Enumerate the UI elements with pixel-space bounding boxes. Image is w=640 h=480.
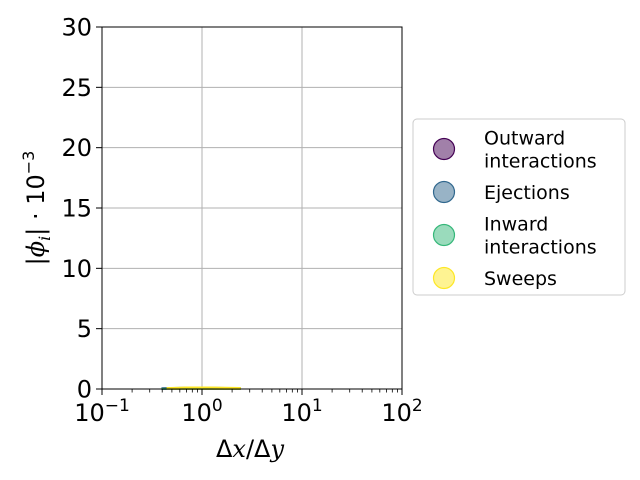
y-label-exponent: −3 — [19, 151, 38, 175]
x-label-y: y — [269, 435, 284, 463]
y-label-bar-left: | — [22, 257, 50, 265]
legend-label-line: interactions — [484, 151, 597, 173]
x-label-delta1: Δ — [216, 435, 233, 463]
x-tick-base: 10 — [281, 399, 312, 427]
y-tick-label: 15 — [61, 195, 92, 223]
legend-label-line: Inward — [484, 214, 548, 236]
legend-label-line: Outward — [484, 128, 565, 150]
y-tick-label: 30 — [61, 14, 92, 42]
legend-box — [412, 118, 626, 296]
legend-label: Ejections — [484, 182, 570, 204]
x-tick-label: 102 — [381, 396, 422, 427]
x-axis-label: Δx/Δy — [216, 435, 284, 463]
y-label-phi: ϕ — [22, 241, 50, 257]
y-tick-label: 5 — [77, 315, 92, 343]
x-tick-exponent: 2 — [412, 396, 423, 416]
legend-label-line: interactions — [484, 237, 597, 259]
x-label-sep: /Δ — [246, 435, 271, 463]
x-tick-label: 10−1 — [74, 396, 130, 427]
legend-marker — [432, 137, 456, 161]
y-label-subscript: i — [35, 236, 54, 241]
x-tick-exponent: −1 — [105, 396, 130, 416]
x-tick-base: 10 — [381, 399, 412, 427]
x-label-x: x — [232, 435, 246, 463]
legend-item: Inward interactions — [432, 214, 597, 259]
y-axis-label: |ϕi| · 10−3 — [19, 151, 54, 266]
y-tick-label: 0 — [77, 376, 92, 404]
legend-label: Inward interactions — [484, 214, 597, 259]
legend-item: Sweeps — [432, 266, 557, 290]
legend-item: Outward interactions — [432, 128, 597, 173]
plot-frame — [101, 26, 403, 390]
x-tick-label: 100 — [181, 396, 222, 427]
legend-marker — [432, 180, 456, 204]
legend-label: Sweeps — [484, 268, 557, 290]
y-label-bar-right: | — [22, 228, 50, 236]
x-axis-ticks: 10−1 100 101 102 — [74, 389, 423, 427]
legend-label-line: Sweeps — [484, 268, 557, 290]
legend-label-line: Ejections — [484, 182, 570, 204]
x-minor-ticks — [131, 389, 398, 393]
legend-label: Outward interactions — [484, 128, 597, 173]
x-tick-label: 101 — [281, 396, 322, 427]
y-tick-label: 25 — [61, 74, 92, 102]
x-tick-base: 10 — [181, 399, 212, 427]
y-tick-label: 10 — [61, 255, 92, 283]
legend-item: Ejections — [432, 180, 570, 204]
legend-marker — [432, 223, 456, 247]
x-tick-base: 10 — [74, 399, 105, 427]
y-label-scale: · 10 — [22, 174, 50, 227]
legend-marker — [432, 266, 456, 290]
y-tick-label: 20 — [61, 134, 92, 162]
y-axis-ticks: 0 5 10 15 20 25 30 — [61, 14, 102, 404]
x-tick-exponent: 0 — [212, 396, 223, 416]
x-tick-exponent: 1 — [312, 396, 323, 416]
